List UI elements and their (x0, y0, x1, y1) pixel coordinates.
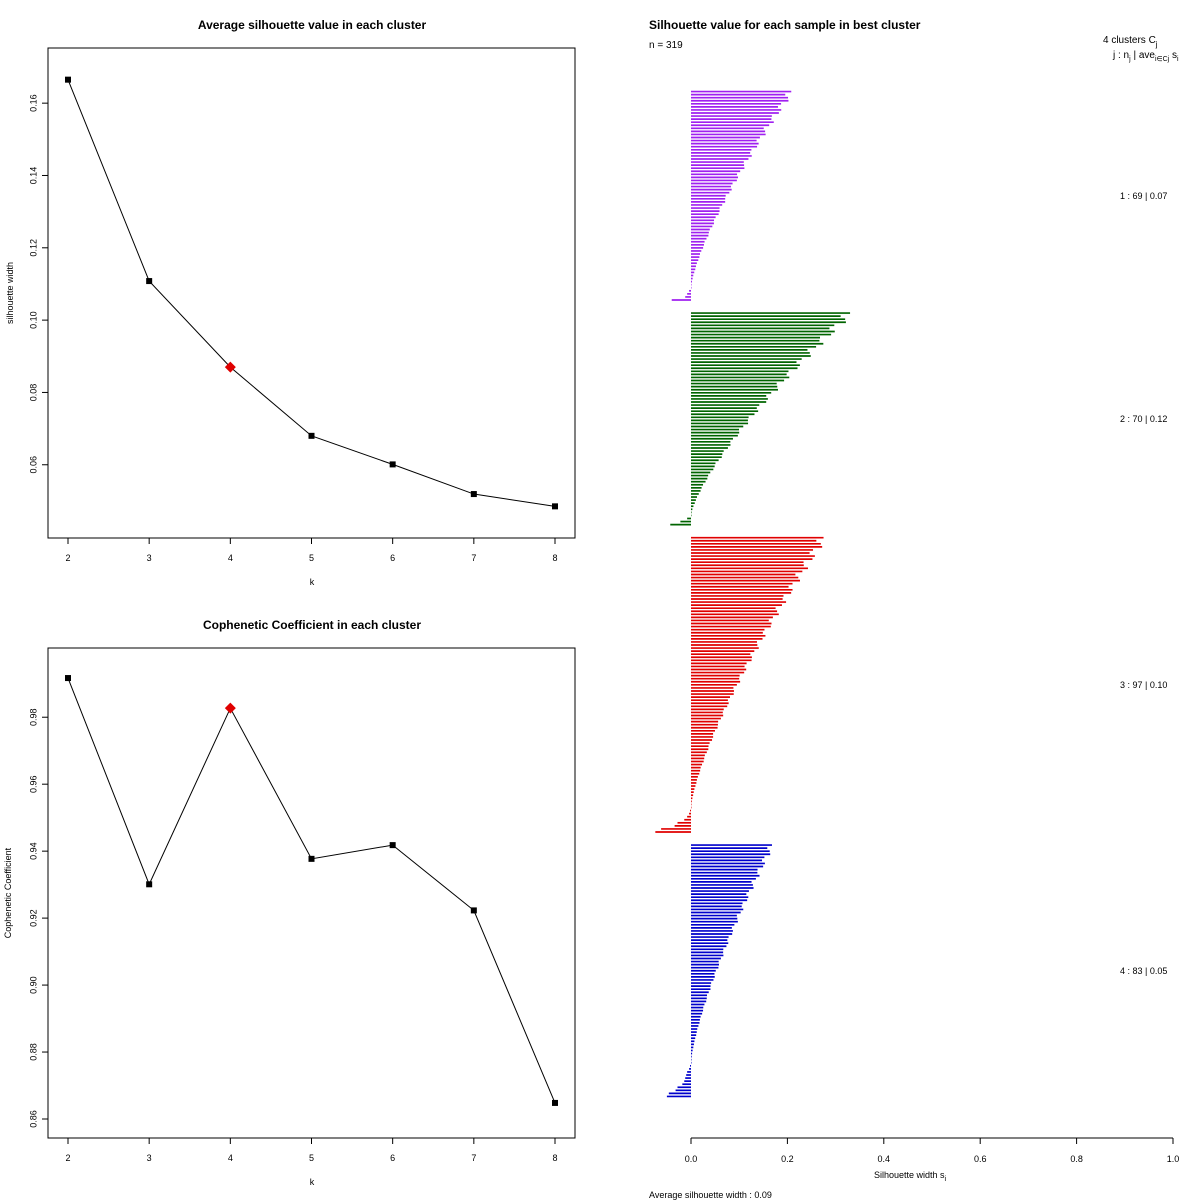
cluster-label: 1 : 69 | 0.07 (1120, 191, 1167, 201)
y-tick-label: 0.14 (28, 167, 38, 185)
data-point (470, 907, 477, 914)
legend-columns-sub2: i∈Cj (1155, 56, 1170, 63)
x-tick-label: 3 (147, 1153, 152, 1163)
y-tick-label: 0.88 (28, 1043, 38, 1061)
x-tick-label: 0.4 (878, 1154, 891, 1164)
y-axis-label: Cophenetic Coefficient (3, 847, 13, 938)
x-tick-label: 4 (228, 553, 233, 563)
x-axis-label-sub: i (944, 1176, 946, 1183)
cluster-4-bars (666, 844, 772, 1098)
y-tick-label: 0.92 (28, 909, 38, 927)
x-tick-label: 5 (309, 553, 314, 563)
legend-header-sub: j (1155, 40, 1158, 49)
chart-title: Cophenetic Coefficient in each cluster (203, 618, 421, 632)
legend-columns-rest: | ave (1131, 50, 1156, 61)
cluster-label: 4 : 83 | 0.05 (1120, 966, 1167, 976)
data-point (552, 1099, 558, 1106)
silhouette-line-chart: Average silhouette value in each cluster… (5, 18, 576, 587)
x-axis: 2 3 4 5 6 7 8 (65, 1138, 558, 1163)
data-point (308, 855, 315, 862)
x-axis: 0.0 0.2 0.4 0.6 0.8 1.0 (685, 1138, 1180, 1164)
y-tick-label: 0.16 (28, 94, 38, 112)
x-tick-label: 7 (471, 553, 476, 563)
chart-title: Silhouette value for each sample in best… (649, 18, 921, 32)
legend-header-text: 4 clusters C (1103, 35, 1156, 46)
data-point (65, 76, 71, 83)
data-series (65, 675, 558, 1106)
chart-title: Average silhouette value in each cluster (198, 18, 427, 32)
best-k-point (224, 702, 236, 714)
x-tick-label: 4 (228, 1153, 233, 1163)
x-tick-label: 8 (552, 1153, 557, 1163)
legend-columns-end-sub: i (1177, 56, 1179, 63)
series-line (67, 79, 556, 507)
sample-count: n = 319 (649, 40, 683, 51)
cluster-2-bars (670, 312, 851, 526)
x-tick-label: 8 (552, 553, 557, 563)
x-tick-label: 0.6 (974, 1154, 987, 1164)
x-axis-label: k (310, 577, 315, 587)
silhouette-bar-plot: Silhouette value for each sample in best… (649, 18, 1179, 1200)
x-axis-label-text: Silhouette width s (874, 1170, 945, 1180)
y-tick-label: 0.96 (28, 775, 38, 793)
legend-header: 4 clusters Cj (1103, 35, 1158, 49)
y-tick-label: 0.94 (28, 842, 38, 860)
y-tick-label: 0.10 (28, 311, 38, 329)
average-silhouette-width: Average silhouette width : 0.09 (649, 1190, 772, 1200)
data-point (389, 461, 396, 468)
plot-frame (47, 647, 576, 1139)
cluster-label: 2 : 70 | 0.12 (1120, 414, 1167, 424)
x-tick-label: 1.0 (1167, 1154, 1180, 1164)
x-tick-label: 0.0 (685, 1154, 698, 1164)
y-tick-label: 0.08 (28, 384, 38, 402)
x-tick-label: 6 (390, 1153, 395, 1163)
x-tick-label: 7 (471, 1153, 476, 1163)
cluster-labels: 1 : 69 | 0.07 2 : 70 | 0.12 3 : 97 | 0.10 4… (1120, 191, 1167, 976)
plot-frame (47, 47, 576, 539)
y-axis: 0.06 0.08 0.10 0.12 0.14 0.16 (28, 94, 48, 474)
x-axis-label: k (310, 1177, 315, 1187)
y-axis-label: silhouette width (5, 262, 15, 324)
legend-columns-sub: j (1128, 56, 1131, 63)
x-tick-label: 2 (65, 553, 70, 563)
legend-columns-text: j : n (1112, 50, 1129, 61)
data-point (146, 278, 153, 285)
best-k-point (224, 361, 236, 373)
data-point (146, 881, 153, 888)
x-axis: 2 3 4 5 6 7 8 (65, 538, 558, 563)
y-axis: 0.86 0.88 0.90 0.92 0.94 0.96 0.98 (28, 708, 48, 1128)
y-tick-label: 0.90 (28, 976, 38, 994)
legend-columns: j : nj | avei∈Cj si (1112, 50, 1179, 63)
cophenetic-line-chart: Cophenetic Coefficient in each cluster 2… (3, 618, 576, 1187)
cluster-3-bars (655, 536, 824, 833)
data-point (389, 842, 396, 849)
y-tick-label: 0.98 (28, 708, 38, 726)
series-line (67, 677, 556, 1104)
data-point (552, 503, 558, 510)
data-point (470, 491, 477, 498)
x-tick-label: 2 (65, 1153, 70, 1163)
x-tick-label: 5 (309, 1153, 314, 1163)
x-axis-label: Silhouette width si (874, 1170, 947, 1183)
y-tick-label: 0.12 (28, 239, 38, 257)
data-series (65, 76, 558, 510)
x-tick-label: 0.8 (1070, 1154, 1083, 1164)
y-tick-label: 0.06 (28, 456, 38, 474)
x-tick-label: 6 (390, 553, 395, 563)
y-tick-label: 0.86 (28, 1110, 38, 1128)
x-tick-label: 3 (147, 553, 152, 563)
legend-columns-end: s (1169, 50, 1177, 61)
cluster-label: 3 : 97 | 0.10 (1120, 680, 1167, 690)
x-tick-label: 0.2 (781, 1154, 794, 1164)
silhouette-bars (655, 90, 851, 1098)
cluster-1-bars (671, 90, 792, 301)
data-point (65, 675, 71, 682)
data-point (308, 432, 315, 439)
